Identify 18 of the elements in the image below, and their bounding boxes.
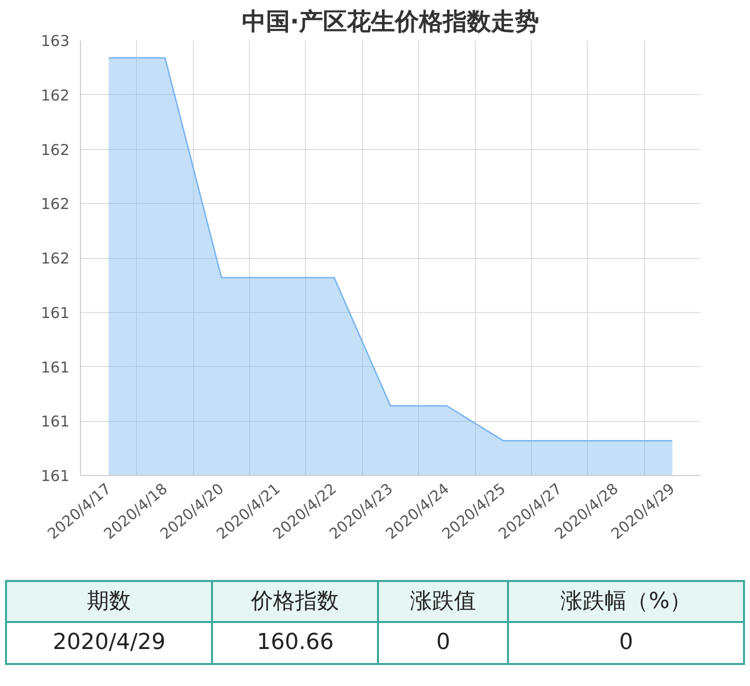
text: 0 [508, 622, 744, 664]
y-tick-label: 162 [40, 250, 70, 268]
text: 160.66 [212, 622, 378, 664]
text: 涨跌幅（%） [508, 581, 744, 622]
y-tick-label: 162 [40, 140, 70, 159]
y-tick-label: 161 [40, 358, 70, 376]
text: 涨跌值 [378, 581, 508, 622]
text: 价格指数 [212, 581, 378, 622]
y-tick-label: 162 [40, 195, 70, 214]
y-tick-label: 161 [40, 304, 70, 322]
y-tick-label: 163 [40, 32, 70, 50]
text: 0 [378, 622, 508, 664]
y-tick-label: 162 [40, 86, 70, 104]
y-tick-label: 161 [40, 467, 70, 485]
y-tick-label: 161 [40, 412, 70, 431]
text: 2020/4/29 [6, 622, 212, 664]
text: 期数 [6, 581, 212, 622]
chart-title: 中国·产区花生价格指数走势 [242, 8, 540, 36]
